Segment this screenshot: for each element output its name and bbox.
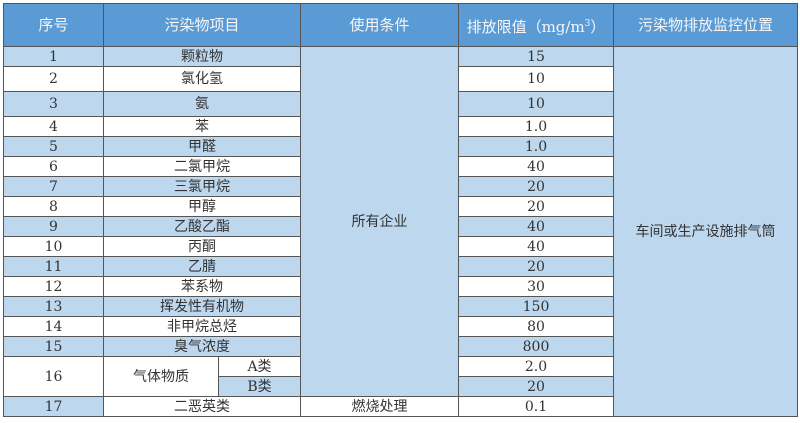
row-limit: 800 (458, 336, 614, 357)
header-limit: 排放限值（mg/m3） (458, 3, 614, 47)
table-row: 2 氯化氢 10 (3, 66, 798, 92)
row-item: 三氯甲烷 (103, 176, 301, 197)
header-condition: 使用条件 (300, 3, 459, 47)
row-limit: 20 (458, 376, 614, 397)
header-no: 序号 (3, 3, 104, 47)
row-no: 14 (3, 316, 104, 337)
row-no: 15 (3, 336, 104, 357)
row-item: 氨 (103, 91, 301, 117)
row-no: 17 (3, 396, 104, 417)
row-item: 臭气浓度 (103, 336, 301, 357)
table-row: 5 甲醛 1.0 (3, 136, 798, 157)
row-no: 13 (3, 296, 104, 317)
row-limit: 2.0 (458, 356, 614, 377)
row-limit: 40 (458, 236, 614, 257)
row-limit: 1.0 (458, 136, 614, 157)
row-limit: 30 (458, 276, 614, 297)
row-limit: 80 (458, 316, 614, 337)
row-item: 非甲烷总烃 (103, 316, 301, 337)
header-row: 序号 污染物项目 使用条件 排放限值（mg/m3） 污染物排放监控位置 (3, 3, 798, 47)
row-limit: 10 (458, 91, 614, 117)
row-limit: 0.1 (458, 396, 614, 417)
table-row: 1 颗粒物 所有企业 15 车间或生产设施排气筒 (3, 46, 798, 417)
row-no: 11 (3, 256, 104, 277)
row-limit: 15 (458, 46, 614, 67)
header-item: 污染物项目 (103, 3, 301, 47)
row-item: 氯化氢 (103, 66, 301, 92)
row-item: 气体物质 (103, 356, 219, 397)
table-row: 7 三氯甲烷 20 (3, 176, 798, 197)
row-no: 7 (3, 176, 104, 197)
table-row: 15 臭气浓度 800 (3, 336, 798, 357)
row-limit: 10 (458, 66, 614, 92)
row-limit: 1.0 (458, 116, 614, 137)
row-item: 苯系物 (103, 276, 301, 297)
row-limit: 40 (458, 216, 614, 237)
row-no: 2 (3, 66, 104, 92)
row-no: 3 (3, 91, 104, 117)
row-no: 8 (3, 196, 104, 217)
row-limit: 20 (458, 256, 614, 277)
row-subitem: A类 (218, 356, 301, 377)
emission-limits-table: 序号 污染物项目 使用条件 排放限值（mg/m3） 污染物排放监控位置 1 颗粒… (3, 3, 798, 417)
row-item: 颗粒物 (103, 46, 301, 67)
row-limit: 40 (458, 156, 614, 177)
row-limit: 20 (458, 196, 614, 217)
row-item: 甲醇 (103, 196, 301, 217)
condition-all: 所有企业 (300, 46, 459, 397)
row-no: 5 (3, 136, 104, 157)
row-item: 乙酸乙酯 (103, 216, 301, 237)
row-item: 甲醛 (103, 136, 301, 157)
row-no: 12 (3, 276, 104, 297)
table-row: 12 苯系物 30 (3, 276, 798, 297)
table-row: 4 苯 1.0 (3, 116, 798, 137)
header-location: 污染物排放监控位置 (613, 3, 798, 47)
row-item: 二恶英类 (103, 396, 301, 417)
row-item: 二氯甲烷 (103, 156, 301, 177)
row-no: 4 (3, 116, 104, 137)
row-no: 9 (3, 216, 104, 237)
row-limit: 20 (458, 176, 614, 197)
row-item: 丙酮 (103, 236, 301, 257)
row-no: 10 (3, 236, 104, 257)
table-row: 3 氨 10 (3, 91, 798, 117)
monitoring-location: 车间或生产设施排气筒 (613, 46, 798, 417)
row-no: 16 (3, 356, 104, 397)
table-row: 8 甲醇 20 (3, 196, 798, 217)
table-row: 6 二氯甲烷 40 (3, 156, 798, 177)
row-condition: 燃烧处理 (300, 396, 459, 417)
row-limit: 150 (458, 296, 614, 317)
row-no: 6 (3, 156, 104, 177)
row-subitem: B类 (218, 376, 301, 397)
row-item: 挥发性有机物 (103, 296, 301, 317)
row-item: 乙腈 (103, 256, 301, 277)
table-row: 10 丙酮 40 (3, 236, 798, 257)
row-no: 1 (3, 46, 104, 67)
table-row: 17 二恶英类 燃烧处理 0.1 (3, 396, 798, 417)
row-item: 苯 (103, 116, 301, 137)
table-row: 16 气体物质 A类 2.0 (3, 356, 798, 397)
table-row: 11 乙腈 20 (3, 256, 798, 277)
